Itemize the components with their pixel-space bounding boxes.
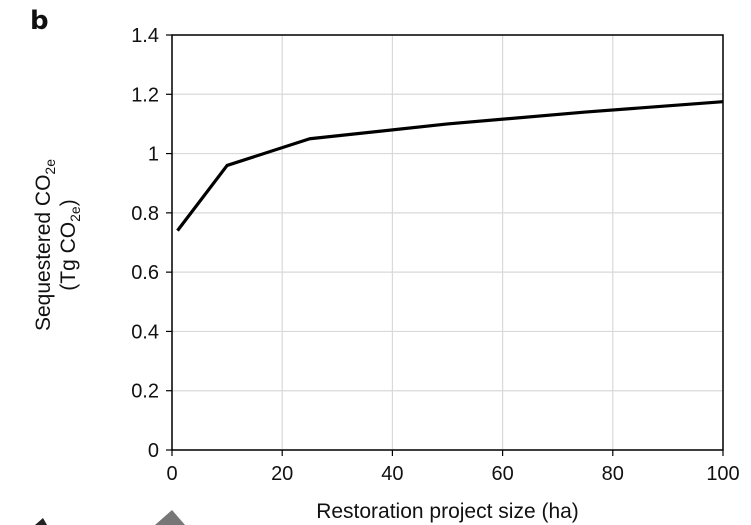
y-tick-label: 0.8	[131, 203, 159, 225]
y-tick-label: 0.6	[131, 262, 159, 284]
x-axis-label: Restoration project size (ha)	[316, 500, 579, 523]
clipped-decorative-mark	[35, 510, 185, 525]
x-tick-label: 40	[381, 463, 403, 485]
series-group	[176, 100, 724, 232]
y-tick-label: 0.2	[131, 381, 159, 403]
grid-lines	[171, 34, 724, 451]
y-tick-label: 1.4	[131, 25, 159, 47]
y-tick-label: 1.2	[131, 84, 159, 106]
y-tick-label: 1	[148, 144, 159, 166]
x-tick-label: 20	[271, 463, 293, 485]
plot-frame	[171, 34, 724, 451]
x-tick-label: 80	[602, 463, 624, 485]
x-axis-ticks: 0 20 40 60 80 100	[166, 450, 740, 485]
x-tick-label: 0	[166, 463, 177, 485]
y-tick-label: 0	[148, 440, 159, 462]
y-axis-ticks: 0 0.2 0.4 0.6 0.8 1 1.2 1.4	[131, 25, 172, 462]
y-tick-label: 0.4	[131, 321, 159, 343]
series-line	[176, 100, 724, 232]
x-tick-label: 60	[491, 463, 513, 485]
panel-label: b	[30, 6, 49, 36]
x-tick-label: 100	[706, 463, 739, 485]
